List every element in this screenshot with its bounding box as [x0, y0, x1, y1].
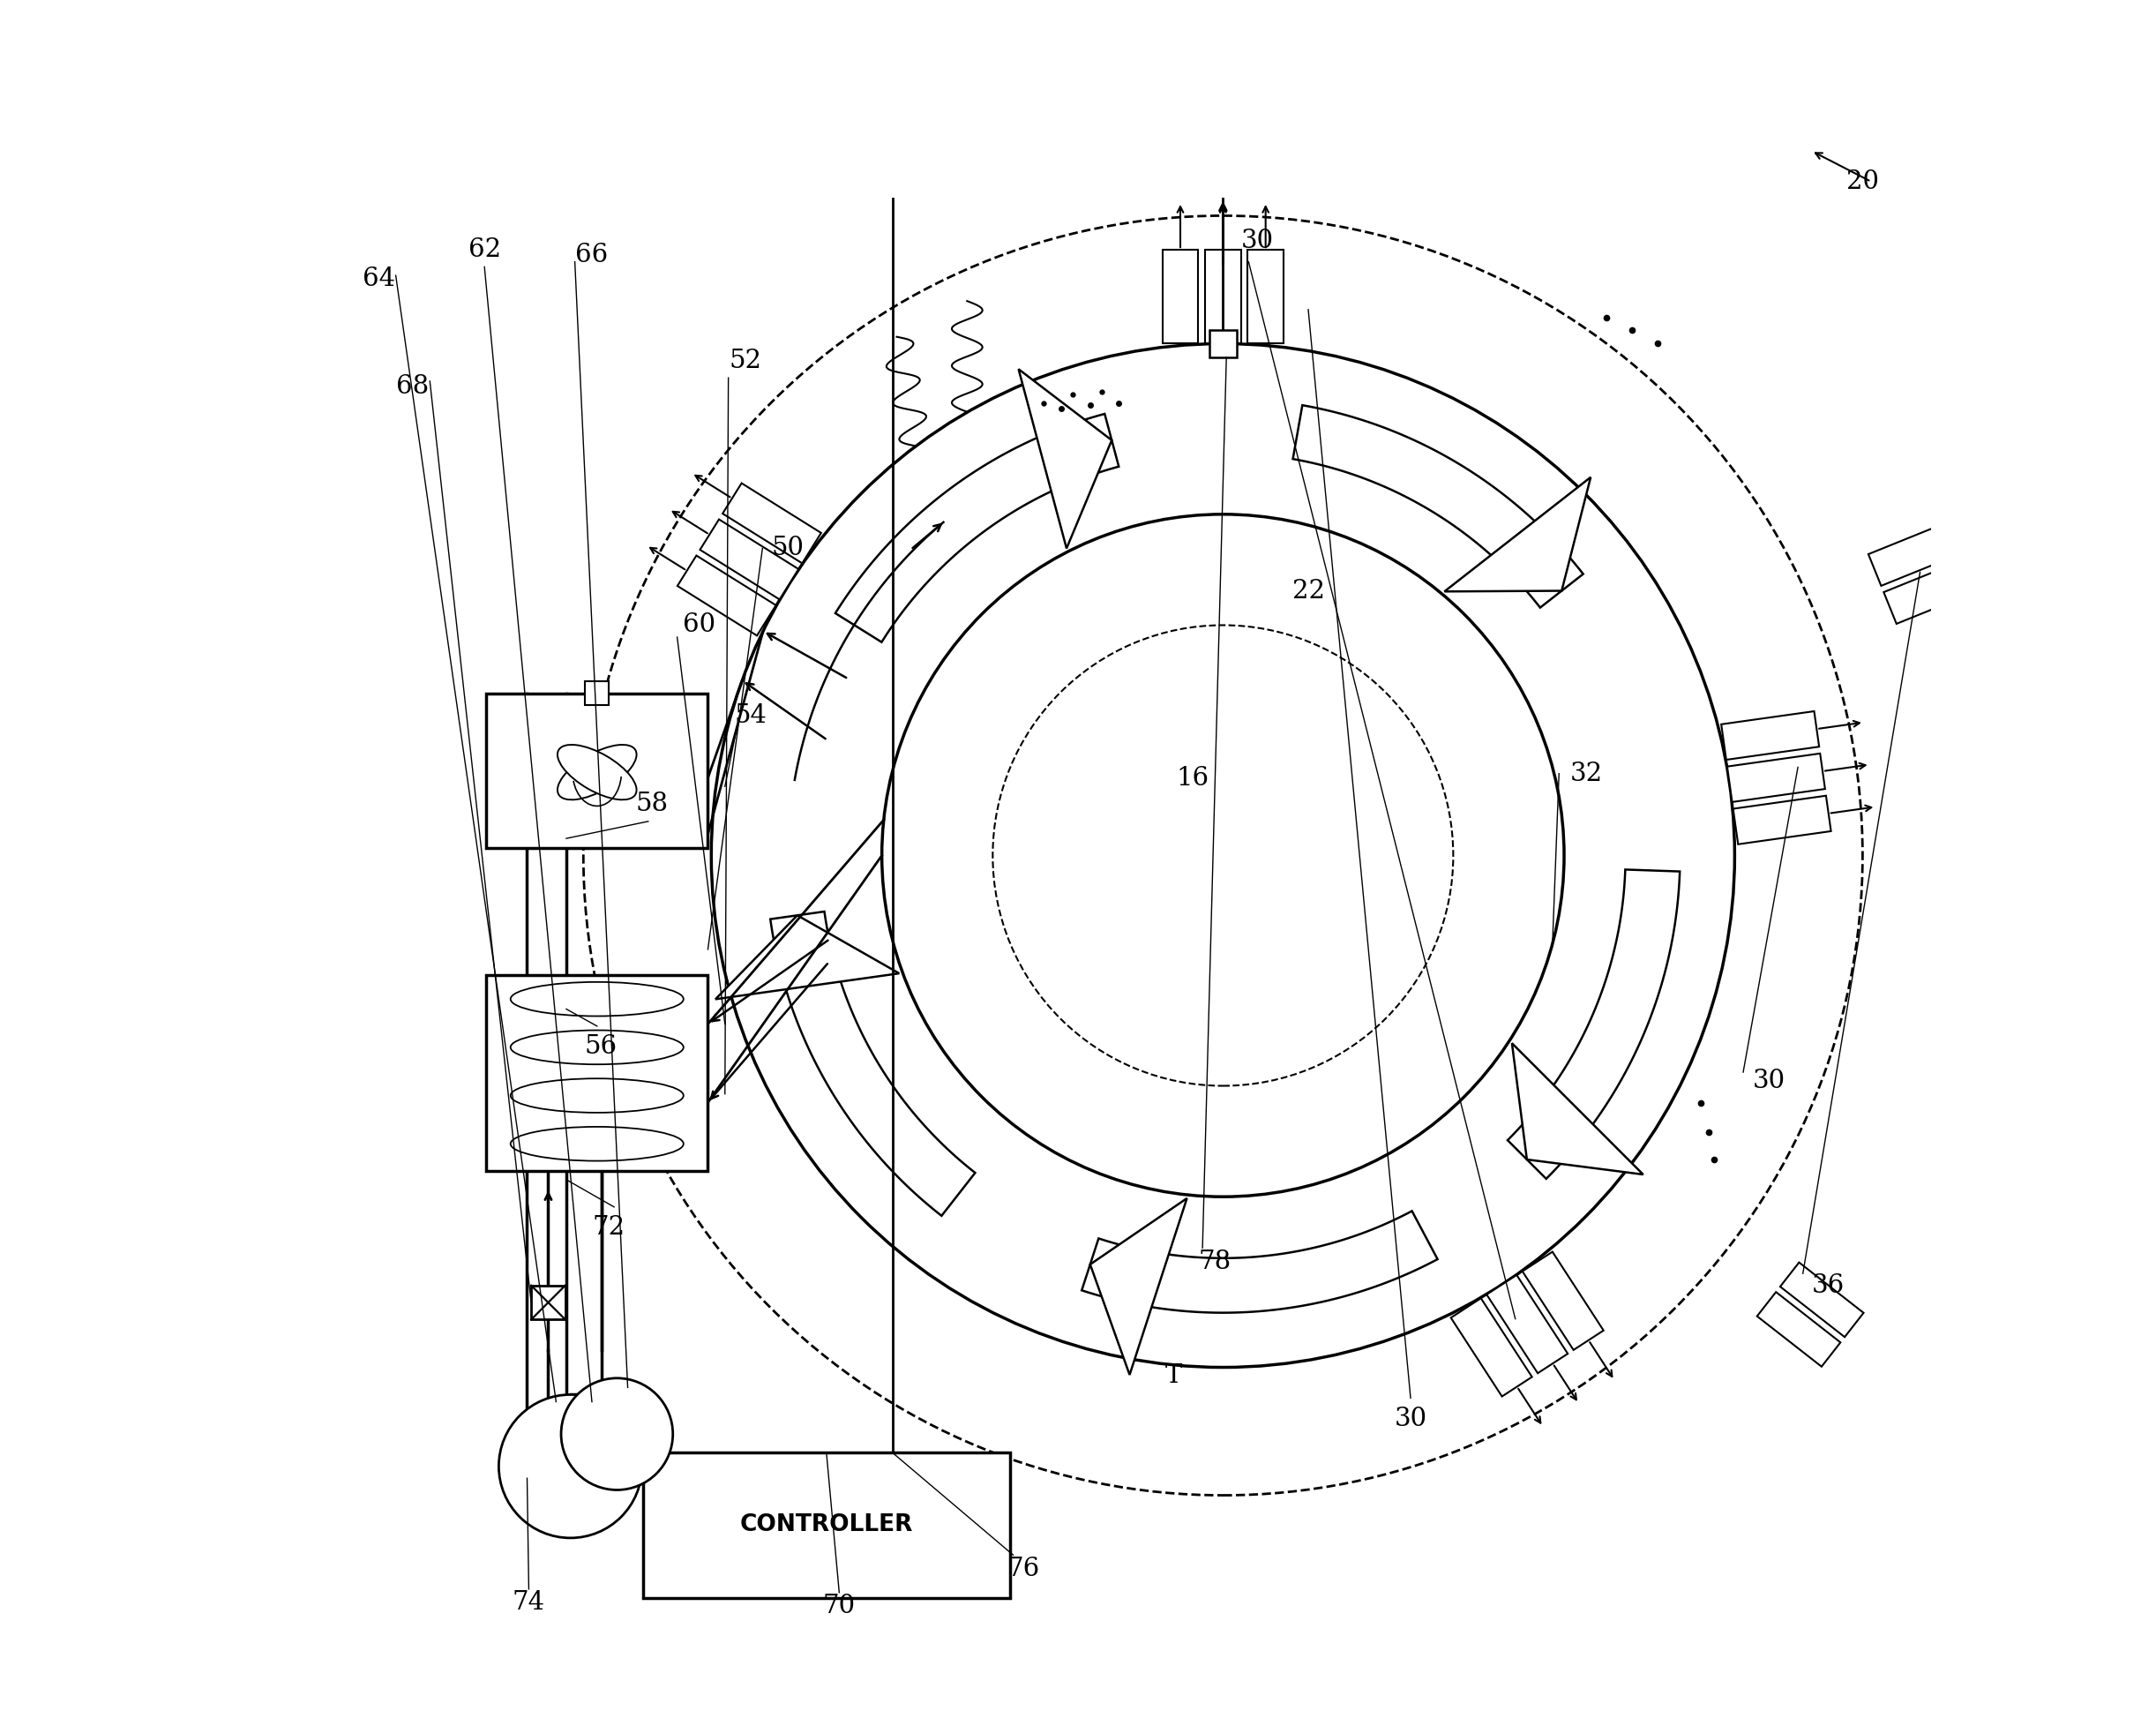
Bar	[485, 693, 707, 849]
Polygon shape	[1018, 370, 1112, 549]
Ellipse shape	[511, 1078, 683, 1112]
Text: 70: 70	[824, 1595, 856, 1619]
Text: 16: 16	[1175, 767, 1210, 790]
Text: 20: 20	[1846, 169, 1878, 193]
Ellipse shape	[511, 1128, 683, 1160]
Bar	[1210, 330, 1238, 358]
Ellipse shape	[558, 744, 636, 799]
Text: 50: 50	[772, 536, 804, 561]
Text: 58: 58	[636, 792, 668, 816]
Polygon shape	[1248, 250, 1283, 344]
Text: 76: 76	[1007, 1557, 1039, 1581]
Polygon shape	[1082, 1211, 1438, 1312]
Polygon shape	[1781, 1263, 1863, 1336]
Polygon shape	[1488, 1275, 1567, 1374]
Ellipse shape	[511, 1030, 683, 1064]
Polygon shape	[1162, 250, 1199, 344]
Ellipse shape	[511, 982, 683, 1016]
Text: 32: 32	[1570, 761, 1602, 785]
Text: 66: 66	[576, 243, 608, 267]
Polygon shape	[1091, 1198, 1188, 1376]
Polygon shape	[1727, 753, 1826, 802]
Text: CONTROLLER: CONTROLLER	[740, 1514, 912, 1536]
Polygon shape	[722, 483, 821, 563]
Polygon shape	[701, 520, 798, 599]
Polygon shape	[1445, 477, 1591, 592]
Polygon shape	[1507, 869, 1680, 1179]
Bar	[642, 1453, 1009, 1598]
Text: 78: 78	[1199, 1249, 1231, 1275]
Polygon shape	[1757, 1292, 1841, 1367]
Polygon shape	[834, 414, 1119, 642]
Text: T: T	[1164, 1364, 1181, 1388]
Text: 74: 74	[513, 1591, 545, 1615]
Text: 30: 30	[1753, 1068, 1785, 1093]
Text: 36: 36	[1811, 1273, 1846, 1297]
Circle shape	[498, 1394, 642, 1538]
Text: 60: 60	[683, 613, 716, 638]
Bar	[530, 1285, 565, 1319]
Polygon shape	[677, 556, 776, 635]
Text: 72: 72	[593, 1215, 625, 1240]
Circle shape	[561, 1377, 673, 1490]
Ellipse shape	[558, 744, 636, 799]
Polygon shape	[1511, 1044, 1643, 1174]
Text: 52: 52	[729, 349, 761, 373]
Polygon shape	[716, 915, 899, 999]
Text: 64: 64	[362, 267, 395, 291]
Polygon shape	[770, 912, 975, 1217]
Text: 68: 68	[397, 375, 429, 399]
Polygon shape	[1294, 406, 1583, 607]
Bar	[485, 975, 707, 1170]
Text: 54: 54	[735, 703, 768, 727]
Text: 22: 22	[1291, 578, 1324, 604]
Polygon shape	[1869, 522, 1960, 585]
Polygon shape	[1884, 559, 1975, 625]
Polygon shape	[1205, 250, 1242, 344]
Text: 30: 30	[1240, 229, 1274, 253]
Polygon shape	[1720, 712, 1820, 760]
Polygon shape	[1451, 1299, 1533, 1396]
Polygon shape	[1522, 1252, 1604, 1350]
Text: 62: 62	[468, 238, 500, 262]
Polygon shape	[1733, 796, 1830, 844]
Text: 56: 56	[584, 1033, 617, 1059]
Bar	[584, 681, 608, 705]
Text: 30: 30	[1395, 1406, 1427, 1430]
